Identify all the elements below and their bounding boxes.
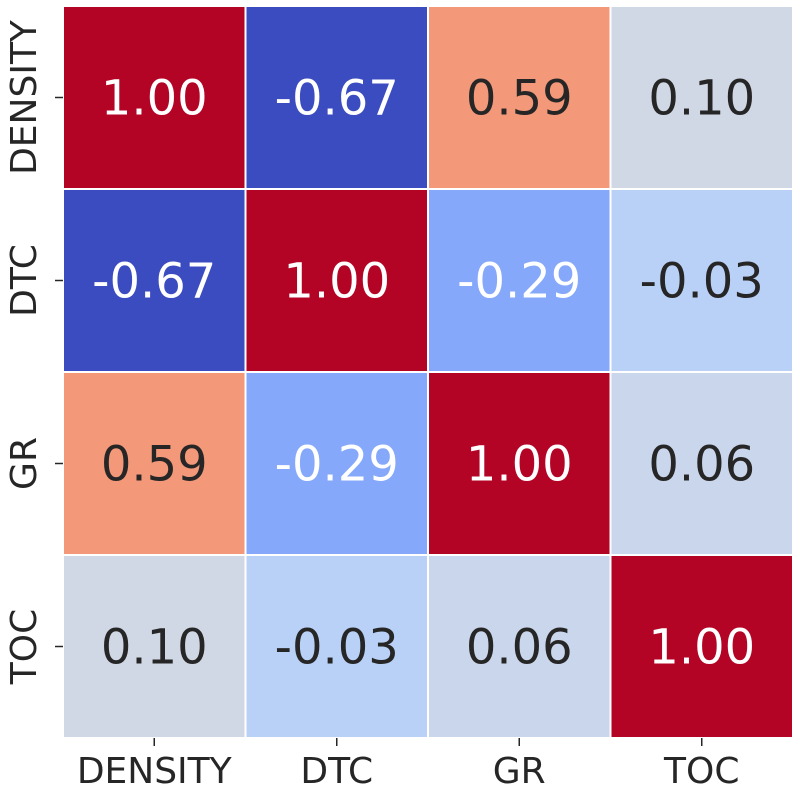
heatmap-cell-dtc-density [62,188,247,373]
heatmap-cell-density-toc [609,5,794,190]
cell-value-gr-toc: 0.06 [648,437,755,493]
cell-value-gr-density: 0.59 [101,437,208,493]
heatmap-cell-density-gr [427,5,612,190]
heatmap-cell-density-density [62,5,247,190]
cell-value-dtc-toc: -0.03 [640,254,764,310]
cell-value-toc-gr: 0.06 [466,620,573,676]
cell-value-gr-gr: 1.00 [466,437,573,493]
cell-value-dtc-dtc: 1.00 [283,254,390,310]
heatmap-cell-toc-density [62,554,247,739]
heatmap-cell-dtc-toc [609,188,794,373]
x-tick-label-density: DENSITY [77,751,233,789]
heatmap-cell-toc-gr [427,554,612,739]
heatmap-cell-gr-toc [609,371,794,556]
y-tick-label-density: DENSITY [4,19,45,175]
cell-value-density-density: 1.00 [101,71,208,127]
heatmap-cell-density-dtc [244,5,429,190]
heatmap-cell-toc-toc [609,554,794,739]
cell-value-toc-density: 0.10 [101,620,208,676]
y-tick-label-dtc: DTC [4,244,45,317]
x-tick-label-gr: GR [493,751,546,789]
y-tick-label-gr: GR [4,437,45,490]
cell-value-density-dtc: -0.67 [275,71,399,127]
heatmap-cell-gr-dtc [244,371,429,556]
cell-value-toc-dtc: -0.03 [275,620,399,676]
cell-value-dtc-gr: -0.29 [457,254,581,310]
x-tick-label-toc: TOC [663,751,739,789]
cell-value-density-gr: 0.59 [466,71,573,127]
cell-value-gr-dtc: -0.29 [275,437,399,493]
cell-value-dtc-density: -0.67 [92,254,216,310]
y-tick-label-toc: TOC [4,609,45,685]
heatmap-cell-dtc-dtc [244,188,429,373]
x-tick-label-dtc: DTC [300,751,373,789]
cell-value-toc-toc: 1.00 [648,620,755,676]
cell-value-density-toc: 0.10 [648,71,755,127]
heatmap-cell-toc-dtc [244,554,429,739]
